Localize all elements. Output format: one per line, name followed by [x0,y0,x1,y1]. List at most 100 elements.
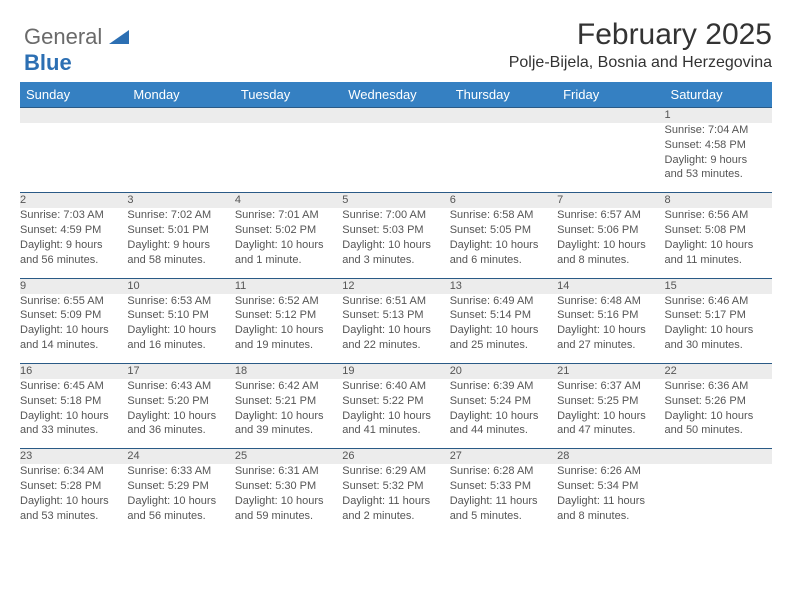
day-number-cell: 25 [235,449,342,464]
sunrise-text: Sunrise: 7:00 AM [342,208,449,223]
day-number-cell: 24 [127,449,234,464]
daylight-text: Daylight: 10 hours [235,494,342,509]
sunrise-text: Sunrise: 6:40 AM [342,379,449,394]
day-number: 4 [235,194,241,206]
day-info-cell: Sunrise: 6:28 AMSunset: 5:33 PMDaylight:… [450,464,557,534]
daylight-text: Daylight: 10 hours [342,238,449,253]
daylight-text: Daylight: 10 hours [342,323,449,338]
daylight-text: and 44 minutes. [450,423,557,438]
day-number: 20 [450,365,462,377]
day-number: 5 [342,194,348,206]
sunset-text: Sunset: 5:16 PM [557,308,664,323]
sunset-text: Sunset: 5:29 PM [127,479,234,494]
sunset-text: Sunset: 5:24 PM [450,394,557,409]
day-number-cell: 9 [20,278,127,293]
daylight-text: Daylight: 10 hours [20,323,127,338]
day-info-cell: Sunrise: 6:40 AMSunset: 5:22 PMDaylight:… [342,379,449,449]
day-number: 10 [127,280,139,292]
month-title: February 2025 [20,18,772,52]
day-info-cell [127,123,234,193]
day-number-cell: 8 [665,193,772,208]
weekday-header: Sunday [20,82,127,108]
sunrise-text: Sunrise: 6:49 AM [450,294,557,309]
day-number-cell: 13 [450,278,557,293]
daylight-text: and 16 minutes. [127,338,234,353]
daylight-text: and 22 minutes. [342,338,449,353]
day-number-row: 16171819202122 [20,364,772,379]
day-number-cell: 23 [20,449,127,464]
day-info-cell [450,123,557,193]
day-info-cell: Sunrise: 7:01 AMSunset: 5:02 PMDaylight:… [235,208,342,278]
calendar-table: Sunday Monday Tuesday Wednesday Thursday… [20,82,772,534]
sunset-text: Sunset: 5:21 PM [235,394,342,409]
day-info-cell: Sunrise: 6:37 AMSunset: 5:25 PMDaylight:… [557,379,664,449]
sunrise-text: Sunrise: 6:39 AM [450,379,557,394]
day-number-cell: 17 [127,364,234,379]
day-number-cell: 18 [235,364,342,379]
daylight-text: and 8 minutes. [557,509,664,524]
daylight-text: and 53 minutes. [20,509,127,524]
day-number: 12 [342,280,354,292]
day-number: 13 [450,280,462,292]
day-number-cell: 5 [342,193,449,208]
sunset-text: Sunset: 5:03 PM [342,223,449,238]
day-info-cell [342,123,449,193]
day-info-cell: Sunrise: 6:57 AMSunset: 5:06 PMDaylight:… [557,208,664,278]
sunrise-text: Sunrise: 6:48 AM [557,294,664,309]
day-number-cell [450,108,557,123]
day-info-cell: Sunrise: 6:51 AMSunset: 5:13 PMDaylight:… [342,294,449,364]
day-number: 7 [557,194,563,206]
daylight-text: Daylight: 10 hours [557,409,664,424]
day-info-cell: Sunrise: 6:42 AMSunset: 5:21 PMDaylight:… [235,379,342,449]
daylight-text: Daylight: 11 hours [450,494,557,509]
sunrise-text: Sunrise: 7:02 AM [127,208,234,223]
sunset-text: Sunset: 5:17 PM [665,308,772,323]
day-number: 15 [665,280,677,292]
weekday-header: Tuesday [235,82,342,108]
daylight-text: and 25 minutes. [450,338,557,353]
daylight-text: Daylight: 9 hours [127,238,234,253]
day-info-cell: Sunrise: 6:33 AMSunset: 5:29 PMDaylight:… [127,464,234,534]
day-info-cell: Sunrise: 7:04 AMSunset: 4:58 PMDaylight:… [665,123,772,193]
day-number: 26 [342,450,354,462]
day-info-row: Sunrise: 7:03 AMSunset: 4:59 PMDaylight:… [20,208,772,278]
daylight-text: and 8 minutes. [557,253,664,268]
weekday-header: Friday [557,82,664,108]
day-number-cell: 7 [557,193,664,208]
day-number: 24 [127,450,139,462]
sunrise-text: Sunrise: 6:26 AM [557,464,664,479]
weekday-header: Saturday [665,82,772,108]
day-info-cell: Sunrise: 6:48 AMSunset: 5:16 PMDaylight:… [557,294,664,364]
daylight-text: and 27 minutes. [557,338,664,353]
sunrise-text: Sunrise: 6:51 AM [342,294,449,309]
sunset-text: Sunset: 5:14 PM [450,308,557,323]
day-number: 25 [235,450,247,462]
sunset-text: Sunset: 5:06 PM [557,223,664,238]
daylight-text: Daylight: 10 hours [450,238,557,253]
daylight-text: and 5 minutes. [450,509,557,524]
day-info-cell: Sunrise: 6:34 AMSunset: 5:28 PMDaylight:… [20,464,127,534]
daylight-text: and 33 minutes. [20,423,127,438]
sunset-text: Sunset: 5:09 PM [20,308,127,323]
day-info-row: Sunrise: 6:34 AMSunset: 5:28 PMDaylight:… [20,464,772,534]
day-number: 1 [665,109,671,121]
day-number: 18 [235,365,247,377]
day-number: 28 [557,450,569,462]
sunset-text: Sunset: 5:25 PM [557,394,664,409]
sunset-text: Sunset: 5:01 PM [127,223,234,238]
sunset-text: Sunset: 5:12 PM [235,308,342,323]
day-number-cell: 10 [127,278,234,293]
sunset-text: Sunset: 5:33 PM [450,479,557,494]
sunset-text: Sunset: 5:22 PM [342,394,449,409]
daylight-text: Daylight: 10 hours [127,323,234,338]
day-info-row: Sunrise: 6:55 AMSunset: 5:09 PMDaylight:… [20,294,772,364]
daylight-text: and 53 minutes. [665,167,772,182]
day-number: 27 [450,450,462,462]
daylight-text: Daylight: 10 hours [342,409,449,424]
daylight-text: Daylight: 10 hours [665,323,772,338]
day-number-cell [342,108,449,123]
daylight-text: and 36 minutes. [127,423,234,438]
day-number: 11 [235,280,246,292]
daylight-text: Daylight: 11 hours [342,494,449,509]
daylight-text: Daylight: 10 hours [20,409,127,424]
